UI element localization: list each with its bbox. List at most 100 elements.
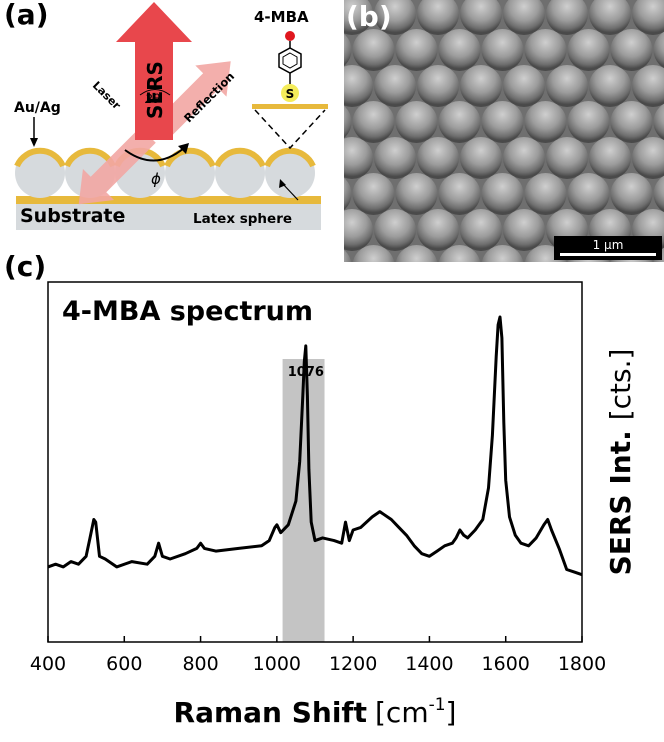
x-axis-unit-prefix: [cm [375, 696, 429, 729]
sem-sphere [567, 29, 610, 71]
sem-sphere [395, 245, 438, 262]
sem-sphere [344, 0, 373, 35]
panel-label-c: (c) [4, 250, 47, 283]
sem-sphere [417, 0, 459, 35]
molecule-label: 4-MBA [254, 8, 309, 26]
rotation-arrowhead [178, 143, 189, 154]
sem-sphere [503, 0, 545, 35]
sem-sphere [524, 29, 567, 71]
x-tick-label: 600 [106, 653, 142, 675]
x-axis: 400 600 800 1000 1200 1400 1600 1800 [30, 636, 606, 675]
sem-sphere [610, 29, 653, 71]
sem-sphere [460, 65, 502, 107]
latex-sphere-label: Latex sphere [193, 211, 292, 227]
sem-sphere [481, 173, 524, 215]
sphere-pointer-head [279, 179, 286, 188]
x-tick-label: 400 [30, 653, 66, 675]
sem-sphere [524, 173, 567, 215]
zoom-lines [254, 109, 326, 150]
sem-sphere [344, 33, 352, 67]
sem-sphere [395, 29, 438, 71]
coating-pointer-head [30, 138, 38, 147]
laser-label: Laser [90, 79, 124, 113]
sem-sphere [589, 65, 631, 107]
sem-sphere [503, 65, 545, 107]
sulfur-label: S [286, 87, 295, 101]
latex-sphere [15, 148, 65, 198]
x-axis-unit-suffix: ] [446, 696, 457, 729]
latex-sphere [165, 148, 215, 198]
series-line [47, 315, 583, 577]
sem-sphere [438, 173, 481, 215]
scale-bar-line [560, 253, 656, 256]
sem-sphere [344, 65, 373, 107]
sem-sphere [632, 65, 664, 107]
panel-label-a: (a) [4, 0, 49, 31]
sem-sphere [632, 137, 664, 179]
sem-sphere [503, 209, 545, 251]
sem-sphere [546, 137, 588, 179]
sem-sphere [460, 209, 502, 251]
sem-sphere [417, 209, 459, 251]
sem-sphere [460, 137, 502, 179]
chart-title: 4-MBA spectrum [62, 296, 313, 327]
sem-sphere [589, 0, 631, 35]
panel-label-b: (b) [346, 0, 392, 33]
sem-sphere [344, 137, 373, 179]
metal-cap [164, 147, 216, 168]
plot-frame [47, 281, 583, 643]
sem-sphere [395, 101, 438, 143]
sem-sphere [481, 101, 524, 143]
sem-sphere [481, 29, 524, 71]
metal-cap [214, 147, 266, 168]
sem-sphere [610, 173, 653, 215]
x-axis-label: Raman Shift [174, 696, 367, 729]
x-tick-label: 1800 [558, 653, 606, 675]
angle-2theta-arc [139, 89, 171, 96]
sem-sphere [632, 0, 664, 35]
sem-sphere [395, 173, 438, 215]
angle-2theta-label: 2θ [145, 92, 161, 106]
scale-bar-label: 1 µm [593, 238, 624, 252]
coating-label: Au/Ag [14, 100, 61, 116]
sulfur-atom [281, 84, 299, 102]
latex-sphere [215, 148, 265, 198]
sem-sphere [653, 103, 664, 141]
x-tick-label: 800 [182, 653, 218, 675]
sem-sphere [438, 101, 481, 143]
sem-sphere [344, 177, 352, 211]
sem-sphere [344, 105, 352, 139]
latex-sphere [265, 148, 315, 198]
gold-film-substrate [16, 196, 321, 204]
x-axis-title: Raman Shift [cm-1] [174, 695, 457, 729]
sem-sphere [417, 137, 459, 179]
angle-phi-label: ϕ [151, 170, 161, 188]
sem-sphere [567, 101, 610, 143]
peak-annotation: 1076 [288, 365, 324, 380]
molecule-carboxyl-atom [285, 31, 295, 41]
x-tick-label: 1400 [405, 653, 453, 675]
substrate-label: Substrate [20, 205, 125, 227]
sphere-pointer [281, 182, 299, 201]
sem-sphere [546, 65, 588, 107]
zoom-gold-surface [252, 104, 328, 109]
metal-cap [14, 147, 66, 168]
latex-spheres [15, 148, 315, 198]
sers-schematic: Substrate Latex sphere Au/Ag SERS Laser … [14, 2, 328, 230]
sem-sphere [524, 101, 567, 143]
benzene-inner-ring [282, 52, 298, 69]
benzene-ring [278, 47, 302, 74]
sem-sphere [438, 245, 481, 262]
sem-sphere [610, 101, 653, 143]
sem-sphere [481, 245, 524, 262]
sem-sphere [653, 31, 664, 69]
sem-sphere [352, 29, 395, 71]
sem-sphere [374, 0, 416, 35]
sem-sphere [438, 29, 481, 71]
sem-sphere [417, 65, 459, 107]
sem-sphere [653, 175, 664, 213]
laser-arrow [78, 127, 156, 205]
sem-sphere [503, 137, 545, 179]
sem-sphere [352, 245, 395, 262]
y-axis-unit: [cts.] [604, 349, 637, 421]
